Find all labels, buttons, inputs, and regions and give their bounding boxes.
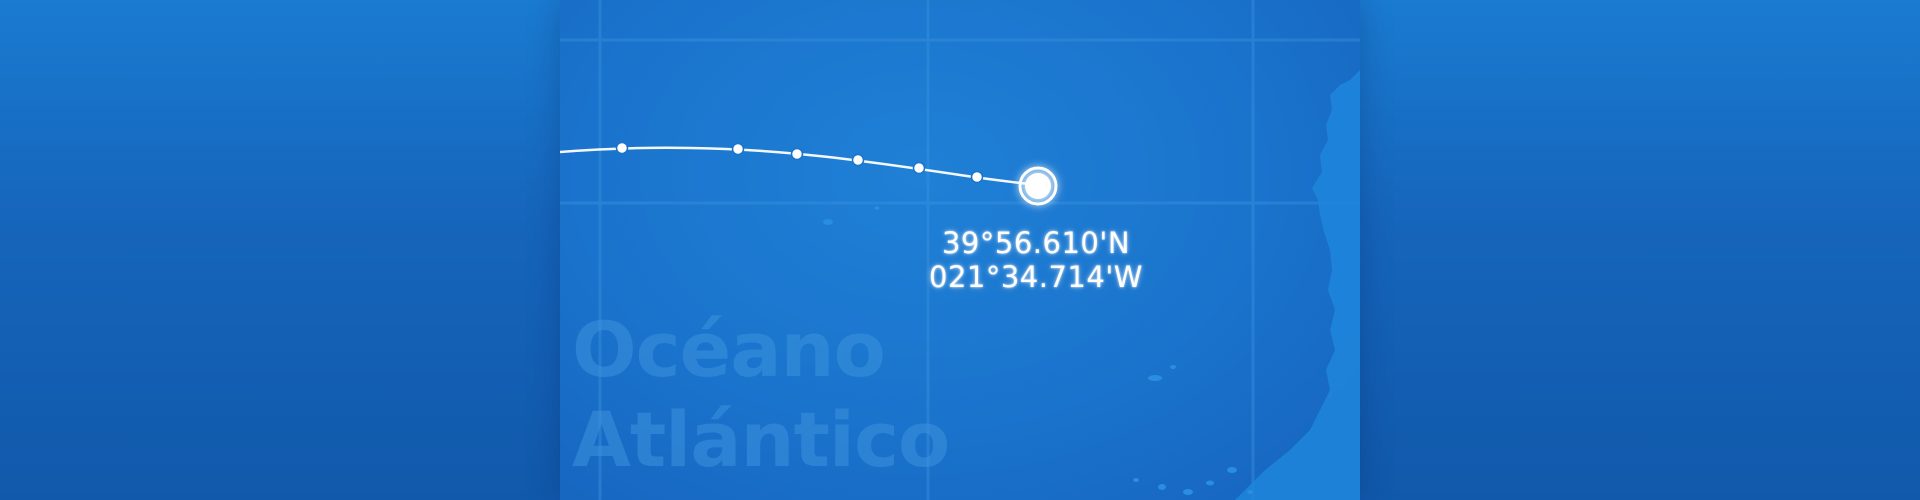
islands bbox=[823, 206, 1253, 495]
ocean-label-line2: Atlántico bbox=[572, 395, 950, 484]
ocean-label-line1: Océano bbox=[572, 305, 886, 394]
map-panel[interactable]: Océano Atlántico 39°56.610'N 021°34.714'… bbox=[560, 0, 1360, 500]
map-grid bbox=[560, 0, 1360, 500]
track-waypoints bbox=[615, 141, 984, 184]
map-canvas[interactable] bbox=[560, 0, 1360, 500]
track-waypoint-icon[interactable] bbox=[912, 161, 926, 175]
track-waypoint-icon[interactable] bbox=[851, 153, 865, 167]
track-waypoint-icon[interactable] bbox=[970, 170, 984, 184]
track-waypoint-icon[interactable] bbox=[790, 147, 804, 161]
track-waypoint-icon[interactable] bbox=[731, 142, 745, 156]
ocean-label: Océano Atlántico bbox=[572, 305, 950, 485]
latitude-readout: 39°56.610'N bbox=[941, 226, 1131, 260]
land-iberia bbox=[1235, 70, 1360, 500]
current-position-marker-icon[interactable] bbox=[1018, 166, 1058, 206]
track-waypoint-icon[interactable] bbox=[615, 141, 629, 155]
longitude-readout: 021°34.714'W bbox=[929, 260, 1143, 294]
